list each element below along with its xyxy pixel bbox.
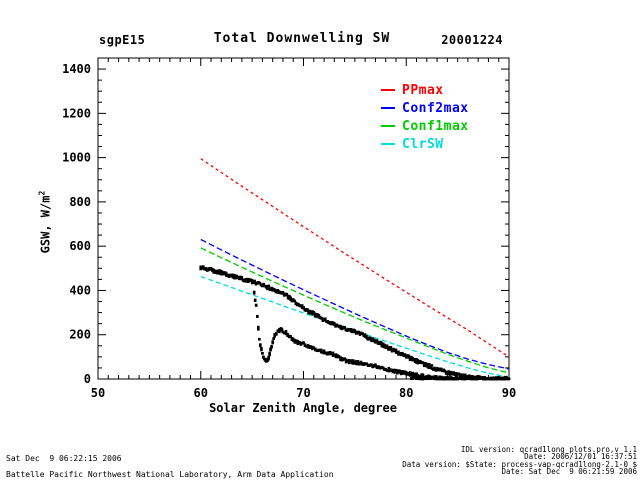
footer-right: IDL version: qcrad1long_plots.pro,v 1.1 D… bbox=[402, 446, 637, 476]
legend-item-Conf1max: Conf1max bbox=[381, 117, 469, 135]
legend-item-ClrSW: ClrSW bbox=[381, 135, 469, 153]
y-tick-label: 600 bbox=[69, 239, 91, 253]
legend-line-sample bbox=[381, 107, 395, 109]
legend-item-PPmax: PPmax bbox=[381, 81, 469, 99]
y-tick-label: 1000 bbox=[62, 151, 91, 165]
footer-left-line: Sat Dec 9 06:22:15 2006 bbox=[6, 454, 122, 463]
series-Conf2max bbox=[200, 238, 510, 370]
legend-line-sample bbox=[381, 143, 395, 145]
footer-right-line: IDL version: qcrad1long_plots.pro,v 1.1 bbox=[460, 445, 637, 454]
x-tick-label: 50 bbox=[91, 386, 105, 400]
legend: PPmax Conf2max Conf1max ClrSW bbox=[381, 81, 469, 153]
tick-labels: 50 60 70 80 90 0 200 400 600 800 1000 1200 1400 bbox=[62, 62, 516, 400]
y-axis-label-text: GSW, W/m bbox=[38, 195, 53, 254]
footer-left-line: Battelle Pacific Northwest National Labo… bbox=[6, 469, 334, 479]
x-tick-label: 80 bbox=[399, 386, 413, 400]
y-tick-label: 1400 bbox=[62, 62, 91, 76]
y-tick-label: 800 bbox=[69, 195, 91, 209]
legend-label: Conf2max bbox=[402, 100, 469, 116]
axis-ticks bbox=[97, 58, 510, 380]
y-tick-label: 1200 bbox=[62, 106, 91, 120]
y-tick-label: 400 bbox=[69, 283, 91, 297]
footer-right-line: Date: Sat Dec 9 06:21:59 2006 bbox=[501, 467, 637, 477]
series-PPmax bbox=[200, 158, 510, 358]
scatter-measured-gsw-near-zero bbox=[410, 376, 511, 381]
site-label: sgpE15 bbox=[99, 33, 146, 47]
legend-label: PPmax bbox=[402, 82, 444, 98]
footer-right-line: Data version: $State: process-vap-qcrad1… bbox=[402, 459, 637, 469]
y-tick-label: 200 bbox=[69, 328, 91, 342]
footer-right-line: Date: 2006/12/01 16:37:51 bbox=[524, 452, 637, 462]
legend-line-sample bbox=[381, 89, 395, 91]
y-axis-label-sup: 2 bbox=[37, 190, 47, 196]
plot-title: Total Downwelling SW bbox=[213, 31, 391, 46]
legend-item-Conf2max: Conf2max bbox=[381, 99, 469, 117]
legend-label: Conf1max bbox=[402, 118, 469, 134]
x-tick-label: 70 bbox=[296, 386, 310, 400]
x-tick-label: 90 bbox=[502, 386, 516, 400]
footer-left: Sat Dec 9 06:22:15 2006 Battelle Pacific … bbox=[6, 451, 334, 480]
x-axis-label: Solar Zenith Angle, degree bbox=[209, 401, 397, 415]
legend-line-sample bbox=[381, 125, 395, 127]
y-axis-label: GSW, W/m2 bbox=[38, 191, 53, 254]
y-tick-label: 0 bbox=[84, 372, 91, 386]
legend-label: ClrSW bbox=[402, 136, 444, 152]
series-Conf1max bbox=[200, 247, 510, 374]
x-tick-label: 60 bbox=[194, 386, 208, 400]
plot-date: 20001224 bbox=[441, 33, 503, 47]
